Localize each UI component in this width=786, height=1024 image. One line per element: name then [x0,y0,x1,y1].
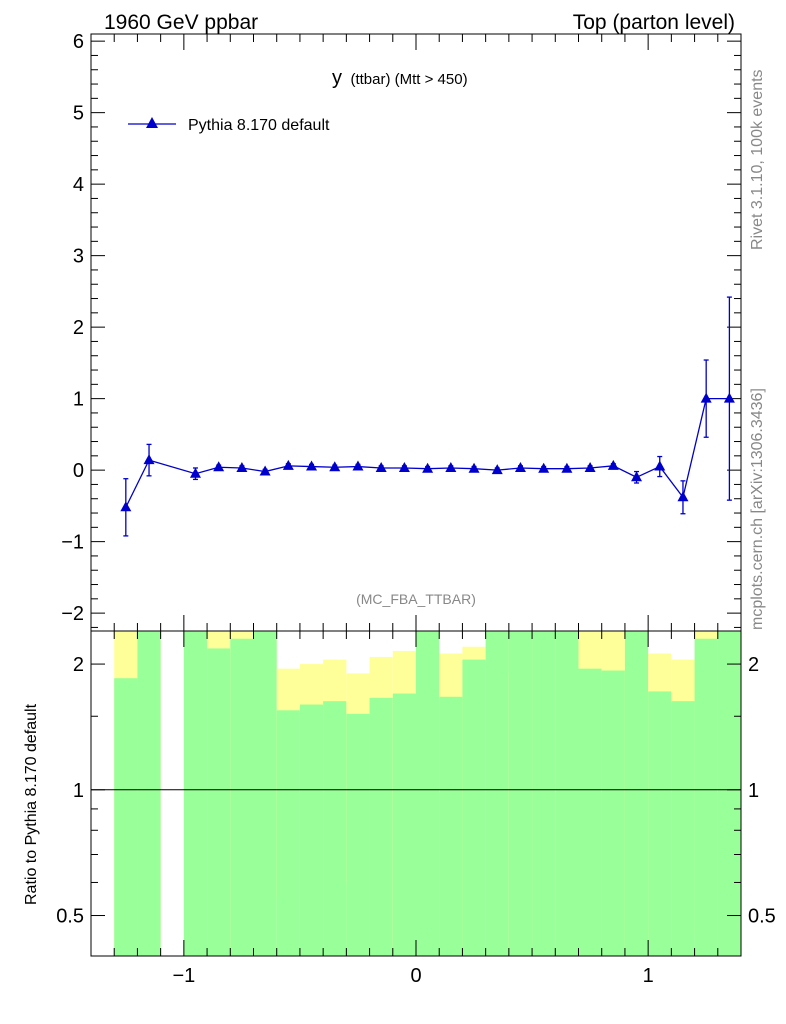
rivet-label: Rivet 3.1.10, 100k events [749,69,766,250]
ratio-bands [114,631,741,956]
data-point-marker [491,464,503,475]
ratio-band-inner-bin [578,668,602,956]
data-point-marker [584,461,596,472]
plot-title-main: y [332,67,342,89]
data-point-marker [398,461,410,472]
ratio-band-inner-bin [276,710,300,956]
ratio-band-inner-bin [299,704,324,956]
ratio-band-inner-bin [601,670,625,956]
series-line [125,397,730,508]
main-y-tick-label: −2 [61,603,84,625]
data-point-marker [189,467,201,478]
data-point-marker [213,461,225,472]
ratio-y-tick-label-right: 1 [748,780,759,802]
main-y-tick-label: −1 [61,532,84,554]
ratio-band-inner-bin [532,631,556,956]
ratio-band-inner-bin [624,631,649,956]
data-point-marker [306,460,318,471]
data-point-marker [514,461,526,472]
main-y-tick-label: 1 [73,389,84,411]
ratio-band-inner-bin [555,631,579,956]
ratio-band-inner-bin [230,638,254,956]
ratio-y-tick-label-right: 0.5 [748,906,776,928]
data-point-marker [468,462,480,473]
ratio-band-inner-bin [346,713,370,956]
ratio-y-tick-label-right: 2 [748,654,759,676]
ratio-band-inner-bin [392,693,416,956]
legend-marker [146,117,158,128]
data-point-marker [352,460,364,471]
data-point-marker [329,461,341,472]
main-axis-ticks: −2 −1 0 1 2 3 4 5 6 [61,31,742,631]
ratio-band-inner-bin [183,631,208,956]
ratio-y-tick-label: 0.5 [56,906,84,928]
analysis-watermark: (MC_FBA_TTBAR) [356,591,476,607]
ratio-band-inner-bin [114,678,138,956]
data-point-marker [654,460,666,471]
data-point-marker [143,454,155,465]
x-tick-label: 1 [643,965,654,987]
legend-label: Pythia 8.170 default [188,117,330,134]
main-y-tick-label: 3 [73,246,84,268]
x-tick-label: 0 [410,965,421,987]
data-point-marker [236,461,248,472]
ratio-band-inner-bin [462,659,486,956]
data-point-marker [282,459,294,470]
ratio-band-inner-bin [671,701,695,956]
ratio-band-inner-bin [207,648,231,956]
legend: Pythia 8.170 default [128,117,330,134]
ratio-band-inner-bin [717,631,741,956]
ratio-band-inner-bin [694,638,718,956]
mcplots-label: mcplots.cern.ch [arXiv:1306.3436] [749,388,766,630]
data-point-marker [607,459,619,470]
ratio-axis-ticks: 0.5 0.5 1 1 2 2 −1 0 1 [56,631,776,987]
ratio-band-inner-bin [369,697,393,956]
ratio-band-inner-bin [648,691,672,956]
data-point-marker [120,501,132,512]
ratio-y-tick-label: 1 [73,780,84,802]
ratio-band-inner-bin [323,701,347,956]
ratio-band-inner-bin [253,631,277,956]
data-point-marker [700,392,712,403]
plot-title: y (ttbar) (Mtt > 450) [332,67,468,89]
data-point-marker [259,465,271,476]
data-point-marker [677,491,689,502]
data-point-marker [445,461,457,472]
data-point-marker [538,462,550,473]
ratio-ylabel: Ratio to Pythia 8.170 default [23,703,40,905]
ratio-band-inner-bin [416,631,440,956]
ratio-band-inner-bin [137,631,161,956]
header-right: Top (parton level) [573,11,735,34]
ratio-band-inner-bin [508,631,533,956]
ratio-band-inner-bin [439,696,463,956]
main-y-tick-label: 2 [73,317,84,339]
main-y-tick-label: 0 [73,460,84,482]
x-tick-label: −1 [172,965,195,987]
data-point-marker [723,392,735,403]
header-left: 1960 GeV ppbar [104,11,258,34]
plot-title-sub: (ttbar) (Mtt > 450) [350,71,467,88]
main-y-tick-label: 5 [73,103,84,125]
data-point-marker [561,462,573,473]
series-pythia [120,296,735,537]
main-y-tick-label: 4 [73,174,84,196]
data-point-marker [631,471,643,482]
ratio-band-inner-bin [485,631,509,956]
ratio-y-tick-label: 2 [73,654,84,676]
main-y-tick-label: 6 [73,31,84,53]
data-point-marker [422,462,434,473]
data-point-marker [375,461,387,472]
